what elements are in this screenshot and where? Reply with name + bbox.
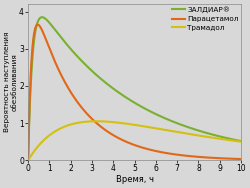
ЗАЛДИАР® [70,49,73,51]
ЗАЛДИАР® [200,130,203,133]
Трамадол [240,141,242,143]
Парацетамол [193,155,196,158]
ЗАЛДИАР® [40,16,42,19]
Legend: ЗАЛДИАР®, Парацетамол, Трамадол: ЗАЛДИАР®, Парацетамол, Трамадол [172,6,239,32]
Line: ЗАЛДИАР®: ЗАЛДИАР® [28,17,241,160]
Трамадол [40,142,42,144]
Трамадол [215,137,218,139]
Трамадол [70,123,73,125]
Трамадол [193,134,196,136]
Парацетамол [229,158,232,160]
Line: Парацетамол: Парацетамол [28,25,241,160]
Парацетамол [240,158,242,160]
ЗАЛДИАР® [229,138,232,140]
Трамадол [26,159,30,161]
Парацетамол [215,157,218,159]
ЗАЛДИАР® [215,134,218,137]
Парацетамол [36,24,39,26]
Парацетамол [200,156,203,158]
Парацетамол [40,27,42,30]
ЗАЛДИАР® [40,16,43,18]
Трамадол [229,139,232,141]
Y-axis label: Вероятность наступления
обезболивания: Вероятность наступления обезболивания [4,32,18,132]
ЗАЛДИАР® [240,140,242,142]
X-axis label: Время, ч: Время, ч [116,175,154,184]
Line: Трамадол: Трамадол [28,121,241,160]
Трамадол [95,120,98,122]
Трамадол [200,135,203,137]
Парацетамол [26,159,30,161]
ЗАЛДИАР® [26,159,30,161]
Парацетамол [70,92,73,94]
ЗАЛДИАР® [193,128,196,130]
